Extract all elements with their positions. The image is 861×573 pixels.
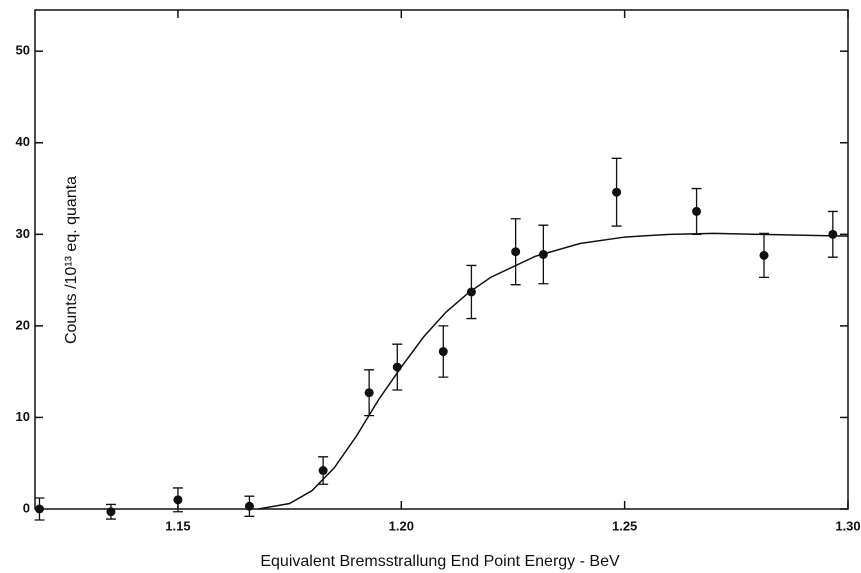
y-tick-label: 30 bbox=[16, 226, 30, 241]
y-tick-label: 40 bbox=[16, 134, 30, 149]
data-point bbox=[538, 249, 548, 259]
data-point bbox=[106, 507, 116, 517]
y-tick-label: 0 bbox=[23, 500, 30, 515]
x-axis-label: Equivalent Bremsstrallung End Point Ener… bbox=[260, 553, 620, 570]
data-point bbox=[612, 187, 622, 197]
data-point bbox=[759, 250, 769, 260]
y-tick-label: 50 bbox=[16, 43, 30, 58]
data-point bbox=[392, 362, 402, 372]
plot-frame bbox=[34, 9, 849, 510]
data-point bbox=[828, 229, 838, 239]
x-tick-label: 1.30 bbox=[835, 518, 860, 533]
x-tick-label: 1.25 bbox=[612, 518, 637, 533]
data-point bbox=[318, 466, 328, 476]
y-tick-label: 20 bbox=[16, 317, 30, 332]
data-point bbox=[364, 388, 374, 398]
data-point bbox=[466, 287, 476, 297]
data-point bbox=[173, 495, 183, 505]
data-point bbox=[34, 504, 44, 514]
x-tick-label: 1.20 bbox=[389, 518, 414, 533]
y-tick-label: 10 bbox=[16, 409, 30, 424]
fit-curve bbox=[258, 232, 849, 510]
data-point bbox=[692, 206, 702, 216]
x-tick-label: 1.15 bbox=[165, 518, 190, 533]
data-point bbox=[244, 501, 254, 511]
data-point bbox=[511, 247, 521, 257]
y-axis-label: Counts /10¹³ eq. quanta bbox=[63, 176, 80, 344]
data-point bbox=[438, 347, 448, 357]
